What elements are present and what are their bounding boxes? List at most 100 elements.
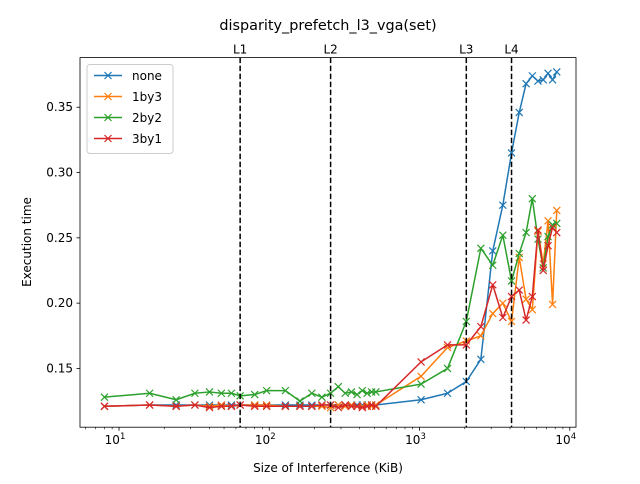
data-point <box>347 402 356 411</box>
data-point <box>205 388 214 396</box>
data-point <box>462 317 471 326</box>
data-point <box>515 286 524 294</box>
y-tick-label: 0.20 <box>46 296 73 310</box>
data-point <box>443 364 452 373</box>
data-point <box>417 380 425 389</box>
data-point <box>476 355 485 364</box>
data-point <box>341 389 350 398</box>
data-point <box>488 309 497 318</box>
data-point <box>522 295 531 304</box>
data-point <box>476 322 485 331</box>
data-point <box>358 386 367 395</box>
series-line-3by1 <box>104 226 558 409</box>
data-point <box>528 194 537 203</box>
legend-marker <box>104 92 112 101</box>
data-point <box>507 149 516 157</box>
data-point <box>498 231 507 240</box>
data-point <box>317 393 326 402</box>
data-point <box>417 372 425 381</box>
data-point <box>522 79 531 88</box>
data-point <box>548 220 557 229</box>
y-tick-label: 0.15 <box>46 361 73 375</box>
x-axis-label: Size of Interference (KiB) <box>253 461 403 475</box>
data-point <box>227 389 236 398</box>
x-axis-ticks: 101 102 103 104 <box>85 427 576 447</box>
data-point <box>498 299 507 308</box>
legend: none 1by3 2by2 3by1 <box>86 64 174 154</box>
data-point <box>172 395 181 404</box>
data-point <box>371 388 380 396</box>
data-point <box>507 277 516 285</box>
data-point <box>539 75 548 84</box>
data-point <box>190 401 199 409</box>
data-point <box>528 292 537 301</box>
series-2by2 <box>100 194 561 406</box>
data-point <box>476 331 485 340</box>
data-point <box>347 388 356 396</box>
data-point <box>307 389 316 398</box>
data-point <box>539 266 548 275</box>
data-point <box>417 395 425 404</box>
data-point <box>515 108 524 117</box>
data-point <box>281 402 290 411</box>
data-point <box>145 401 154 409</box>
cache-level-lines: L1 L2 L3 L4 <box>233 43 519 428</box>
legend-item-2by2: 2by2 <box>94 111 162 125</box>
data-point <box>307 402 316 411</box>
data-point <box>341 402 350 411</box>
data-point <box>507 292 516 301</box>
data-point <box>281 401 290 409</box>
y-tick-label: 0.25 <box>46 231 73 245</box>
legend-item-3by1: 3by1 <box>94 132 162 146</box>
data-point <box>341 401 350 409</box>
legend-marker <box>104 71 112 80</box>
data-point <box>262 401 271 409</box>
data-point <box>317 401 326 409</box>
data-point <box>205 403 214 412</box>
data-point <box>371 402 380 411</box>
data-point <box>548 300 557 309</box>
legend-item-none: none <box>94 69 162 83</box>
data-point <box>217 401 226 409</box>
data-point <box>227 401 236 409</box>
data-point <box>334 382 343 391</box>
y-tick-label: 0.30 <box>46 166 73 180</box>
data-point <box>250 401 259 409</box>
data-point <box>145 389 154 398</box>
legend-marker <box>104 134 112 143</box>
data-point <box>522 228 531 237</box>
data-point <box>262 386 271 395</box>
data-point <box>443 340 452 349</box>
cache-line-label: L1 <box>233 43 247 57</box>
y-tick-label: 0.35 <box>46 100 73 114</box>
x-tick-label: 103 <box>405 432 426 447</box>
data-point <box>534 226 542 234</box>
x-tick-label: 102 <box>255 432 276 447</box>
data-point <box>552 228 561 237</box>
data-point <box>488 246 497 255</box>
data-point <box>217 402 226 411</box>
cache-line-label: L4 <box>504 43 518 57</box>
data-point <box>544 241 552 250</box>
data-point <box>296 402 304 411</box>
data-point <box>522 316 531 325</box>
data-point <box>217 389 226 398</box>
data-point <box>367 401 376 409</box>
data-point <box>172 402 181 411</box>
data-point <box>358 403 367 412</box>
data-point <box>462 340 471 349</box>
x-tick-label: 104 <box>555 432 576 447</box>
legend-label: 1by3 <box>132 90 162 104</box>
data-point <box>307 401 316 409</box>
data-point <box>250 402 259 411</box>
data-point <box>552 206 561 215</box>
data-point <box>190 389 199 398</box>
data-point <box>262 402 271 411</box>
x-tick-label: 101 <box>105 432 126 447</box>
cache-line-label: L3 <box>459 43 473 57</box>
legend-item-1by3: 1by3 <box>94 90 162 104</box>
data-point <box>443 389 452 398</box>
data-point <box>326 389 335 398</box>
